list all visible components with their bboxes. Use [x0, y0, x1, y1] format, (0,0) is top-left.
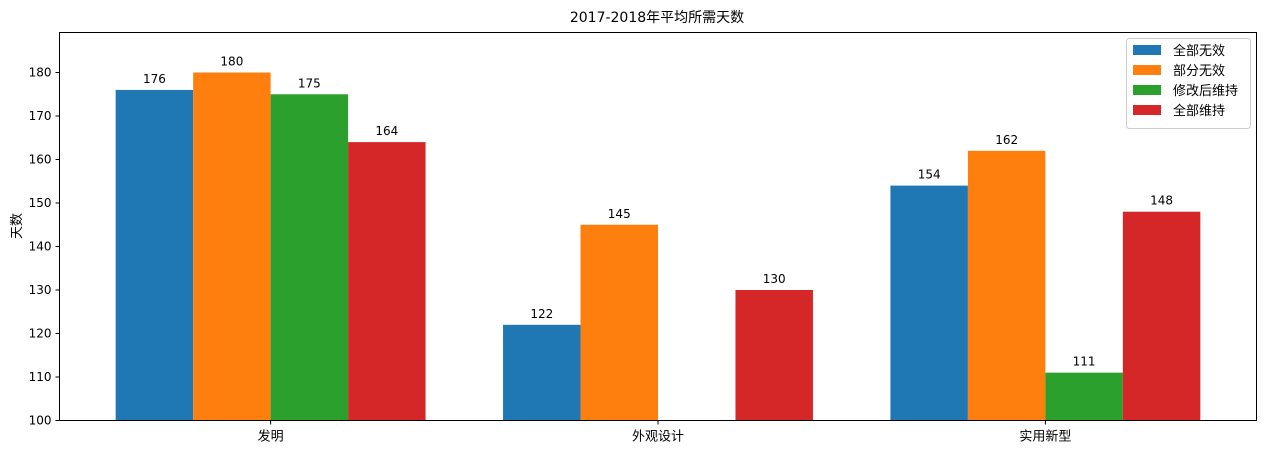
legend-swatch — [1133, 45, 1161, 55]
data-label: 176 — [143, 72, 166, 86]
data-label: 164 — [375, 124, 398, 138]
data-label: 148 — [1150, 194, 1173, 208]
data-label: 111 — [1073, 355, 1096, 369]
y-axis-label: 天数 — [10, 213, 25, 239]
bar — [503, 324, 581, 421]
data-label: 145 — [608, 207, 631, 221]
bar — [193, 72, 271, 421]
legend-label: 部分无效 — [1173, 64, 1225, 79]
data-label: 130 — [763, 272, 786, 286]
y-tick-label: 100 — [29, 414, 52, 428]
x-tick-label: 发明 — [258, 429, 284, 445]
y-tick-label: 110 — [29, 370, 52, 384]
y-tick-label: 120 — [29, 327, 52, 341]
data-label: 175 — [298, 76, 321, 90]
x-tick-label: 实用新型 — [1019, 429, 1071, 445]
bar — [270, 94, 349, 421]
chart-title: 2017-2018年平均所需天数 — [570, 10, 744, 26]
bar — [890, 185, 968, 421]
y-tick-label: 150 — [29, 196, 52, 210]
data-label: 162 — [995, 133, 1018, 147]
bar — [1122, 211, 1201, 421]
legend-swatch — [1133, 105, 1161, 115]
data-label: 122 — [530, 307, 553, 321]
legend-label: 修改后维持 — [1173, 84, 1238, 99]
y-tick-label: 170 — [29, 109, 52, 123]
data-label: 180 — [220, 55, 243, 69]
y-tick-label: 160 — [29, 153, 52, 167]
x-tick-label: 外观设计 — [632, 430, 684, 445]
bar — [967, 150, 1046, 421]
bar — [735, 290, 813, 421]
bar — [1045, 372, 1123, 421]
y-tick-label: 140 — [29, 240, 52, 254]
legend-swatch — [1133, 85, 1161, 95]
y-tick-label: 130 — [29, 283, 52, 297]
bar — [348, 142, 426, 421]
data-label: 154 — [918, 168, 941, 182]
legend-label: 全部无效 — [1173, 43, 1225, 59]
bar — [580, 224, 658, 421]
legend-label: 全部维持 — [1173, 103, 1225, 119]
plot-frame — [59, 32, 1257, 421]
legend-swatch — [1133, 65, 1161, 75]
bar — [115, 89, 194, 421]
y-tick-label: 180 — [29, 66, 52, 80]
